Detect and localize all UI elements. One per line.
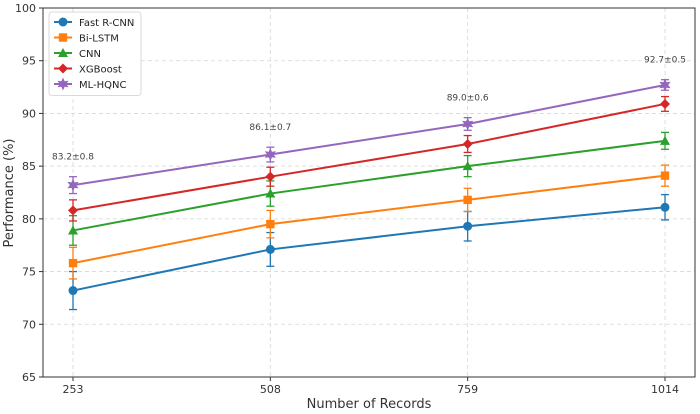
series-cnn <box>68 131 670 246</box>
legend-swatch-marker <box>58 48 68 57</box>
legend-swatch-marker <box>58 63 68 74</box>
data-point <box>68 258 78 268</box>
legend-item: Fast R-CNN <box>54 17 134 29</box>
plot-frame <box>42 7 696 378</box>
data-point <box>463 195 472 205</box>
y-tick-label: 80 <box>22 213 36 226</box>
annotation-label: 83.2±0.8 <box>52 153 94 163</box>
series-line <box>72 83 666 187</box>
series-bi-lstm <box>68 164 670 280</box>
y-tick-label: 65 <box>22 371 36 384</box>
x-tick-label: 759 <box>457 383 478 396</box>
legend-item: CNN <box>54 48 101 60</box>
series-xgboost <box>68 95 670 222</box>
data-point <box>660 171 670 180</box>
legend-swatch-marker <box>57 77 69 91</box>
series-layer <box>67 78 671 311</box>
y-tick-label: 75 <box>22 266 36 279</box>
data-point <box>265 244 275 254</box>
series-line <box>72 102 666 212</box>
data-point <box>265 171 276 182</box>
data-point <box>659 78 671 92</box>
data-point <box>266 219 275 229</box>
data-point <box>68 286 78 296</box>
annotation-label: 89.0±0.6 <box>447 94 489 104</box>
legend-swatch-marker <box>58 17 68 27</box>
series-ml-hqnc <box>67 78 671 195</box>
annotation-label: 86.1±0.7 <box>249 123 291 133</box>
data-point <box>660 135 670 145</box>
y-axis-ticks: 65 70 75 80 85 90 95 100 <box>15 2 43 384</box>
data-point <box>660 202 670 212</box>
y-axis-label: Performance (%) <box>2 138 17 247</box>
annotation-label: 92.7±0.5 <box>644 56 686 66</box>
legend-item: Bi-LSTM <box>54 33 119 45</box>
y-tick-label: 95 <box>22 55 36 68</box>
x-tick-label: 1014 <box>651 383 679 396</box>
y-tick-label: 70 <box>22 318 36 331</box>
legend-label: Bi-LSTM <box>79 34 119 45</box>
y-tick-label: 100 <box>15 2 36 15</box>
legend-label: XGBoost <box>79 65 122 76</box>
legend-swatch-marker <box>58 33 68 42</box>
legend-label: CNN <box>79 49 101 60</box>
x-axis-label: Number of Records <box>307 397 432 410</box>
legend-label: Fast R-CNN <box>79 18 134 29</box>
data-point <box>68 205 78 216</box>
legend-label: ML-HQNC <box>79 80 127 91</box>
data-point <box>265 188 276 198</box>
legend: Fast R-CNN Bi-LSTM CNN XGBoost ML-HQNC <box>48 11 142 96</box>
series-line <box>72 174 666 265</box>
legend-box <box>48 11 142 96</box>
series-line <box>72 206 666 292</box>
y-tick-label: 85 <box>22 160 36 173</box>
data-point <box>462 161 473 171</box>
series-line <box>72 139 666 232</box>
data-point <box>67 178 79 192</box>
data-point <box>264 148 276 162</box>
annotation-layer: 83.2±0.8 86.1±0.7 89.0±0.6 92.7±0.5 <box>52 56 686 163</box>
data-point <box>462 139 473 150</box>
data-point <box>463 221 473 231</box>
legend-item: ML-HQNC <box>54 77 127 91</box>
data-point <box>68 225 78 235</box>
legend-item: XGBoost <box>54 63 122 76</box>
x-tick-label: 508 <box>260 383 281 396</box>
y-tick-label: 90 <box>22 107 36 120</box>
x-axis-ticks: 253 508 759 1014 <box>63 377 679 396</box>
x-tick-label: 253 <box>63 383 84 396</box>
data-point <box>660 98 670 109</box>
data-point <box>462 117 474 131</box>
